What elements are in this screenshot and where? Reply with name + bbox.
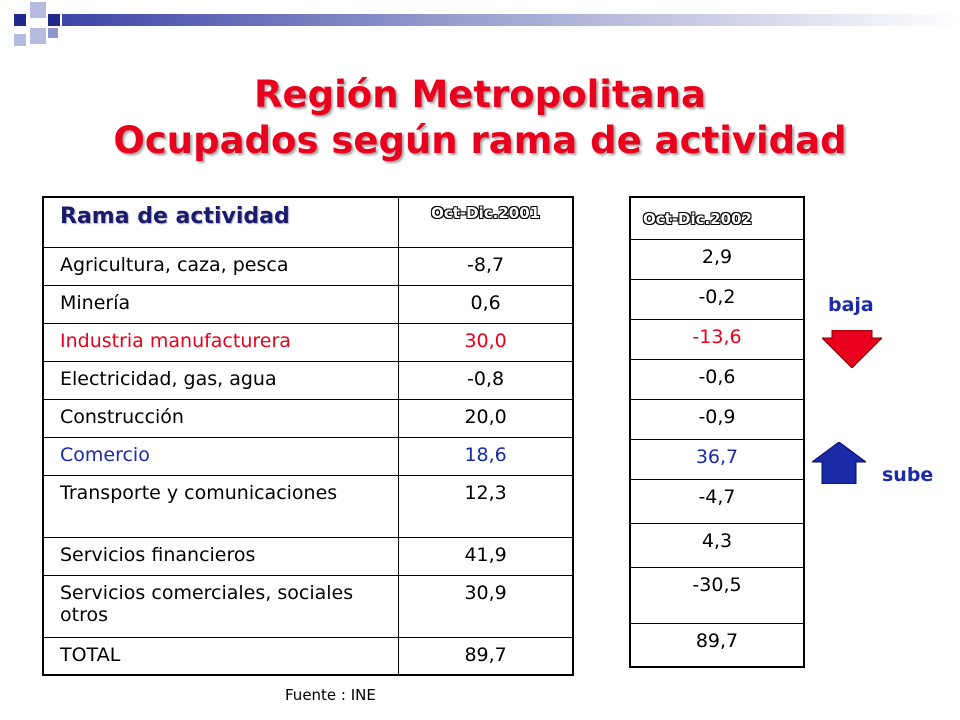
rama-cell: Comercio	[42, 436, 400, 476]
value-2002-cell: 89,7	[629, 622, 805, 668]
value-2001-cell: 0,6	[398, 284, 574, 324]
table-row: Servicios financieros 41,9	[42, 536, 574, 576]
value-2002-cell: 4,3	[629, 522, 805, 568]
rama-cell: Servicios comerciales, sociales otros	[42, 574, 400, 638]
table-row: Agricultura, caza, pesca -8,7	[42, 246, 574, 286]
table-row: Industria manufacturera 30,0	[42, 322, 574, 362]
table-row: Servicios comerciales, sociales otros 30,…	[42, 574, 574, 638]
value-2002-cell: -13,6	[629, 318, 805, 360]
table-row: Electricidad, gas, agua -0,8	[42, 360, 574, 400]
rama-cell: Electricidad, gas, agua	[42, 360, 400, 400]
table-row: Minería 0,6	[42, 284, 574, 324]
value-2001-cell: 41,9	[398, 536, 574, 576]
table-row: -0,9	[629, 398, 805, 440]
value-2001-cell: 89,7	[398, 636, 574, 676]
table-row: Construcción 20,0	[42, 398, 574, 438]
value-2001-cell: -8,7	[398, 246, 574, 286]
header-decoration	[14, 2, 960, 46]
value-2001-cell: 30,0	[398, 322, 574, 362]
header-rama: Rama de actividad	[42, 196, 400, 248]
rama-cell: Transporte y comunicaciones	[42, 474, 400, 538]
value-2001-cell: 12,3	[398, 474, 574, 538]
activity-table-2001: Rama de actividad Oct-Dic.2001 Agricultu…	[42, 196, 574, 676]
rama-cell: Construcción	[42, 398, 400, 438]
table-row: Comercio 18,6	[42, 436, 574, 476]
red-down-arrow-icon	[822, 330, 882, 368]
table-row: -0,6	[629, 358, 805, 400]
blue-up-arrow-icon	[812, 442, 866, 484]
table-row: Transporte y comunicaciones 12,3	[42, 474, 574, 538]
rama-cell: Agricultura, caza, pesca	[42, 246, 400, 286]
title-line-1: Región Metropolitana	[254, 73, 706, 116]
value-2002-cell: 36,7	[629, 438, 805, 480]
value-2002-cell: -0,2	[629, 278, 805, 320]
value-2002-cell: 2,9	[629, 238, 805, 280]
source-note: Fuente : INE	[285, 686, 376, 704]
header-2001: Oct-Dic.2001	[398, 196, 574, 248]
value-2001-cell: 18,6	[398, 436, 574, 476]
value-2002-cell: -30,5	[629, 566, 805, 624]
table-row: -4,7	[629, 478, 805, 524]
table-row: 89,7	[629, 622, 805, 668]
rama-cell: Industria manufacturera	[42, 322, 400, 362]
table-row: -13,6	[629, 318, 805, 360]
value-2002-cell: -0,6	[629, 358, 805, 400]
value-2002-cell: -0,9	[629, 398, 805, 440]
rama-cell: Minería	[42, 284, 400, 324]
legend-down-label: baja	[828, 294, 874, 316]
value-2001-cell: -0,8	[398, 360, 574, 400]
page-title: Región Metropolitana Ocupados según rama…	[0, 72, 960, 164]
rama-cell: TOTAL	[42, 636, 400, 676]
value-2001-cell: 30,9	[398, 574, 574, 638]
table-row: -0,2	[629, 278, 805, 320]
value-2002-cell: -4,7	[629, 478, 805, 524]
title-line-2: Ocupados según rama de actividad	[113, 119, 847, 162]
table-row: 36,7	[629, 438, 805, 480]
header-2002: Oct-Dic.2002	[629, 196, 805, 240]
table-row: -30,5	[629, 566, 805, 624]
rama-cell: Servicios financieros	[42, 536, 400, 576]
legend-up-label: sube	[882, 464, 934, 486]
value-2001-cell: 20,0	[398, 398, 574, 438]
table-row: TOTAL 89,7	[42, 636, 574, 676]
table-row: 4,3	[629, 522, 805, 568]
activity-table-2002: Oct-Dic.2002 2,9 -0,2 -13,6 -0,6 -0,9 36,7 -4,…	[629, 196, 805, 668]
table-row: 2,9	[629, 238, 805, 280]
